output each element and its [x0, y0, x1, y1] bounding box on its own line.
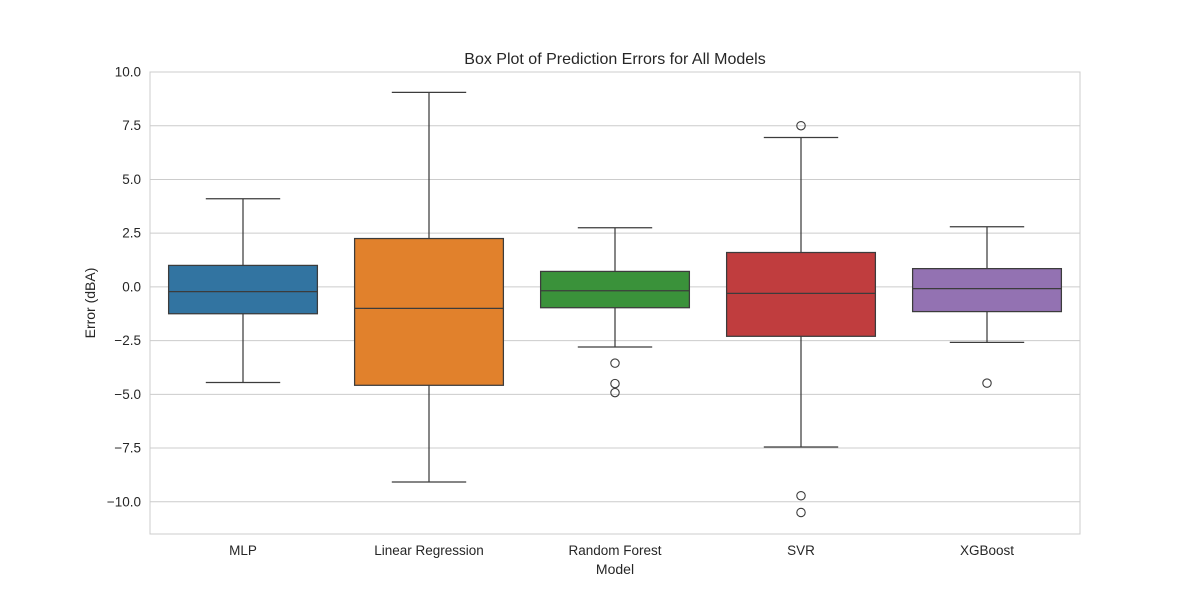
box-layer — [167, 91, 1063, 518]
box-group — [539, 227, 691, 398]
y-axis-label: Error (dBA) — [82, 268, 98, 339]
x-tick-labels: MLP Linear Regression Random Forest SVR XGBo… — [229, 543, 1014, 558]
x-tick-label: SVR — [787, 543, 815, 558]
x-tick-label: Random Forest — [568, 543, 661, 558]
outlier-point — [610, 378, 620, 389]
y-tick-label: 10.0 — [115, 65, 141, 80]
box-group — [353, 91, 505, 483]
outlier-point — [610, 358, 620, 368]
iqr-box — [539, 270, 691, 309]
y-tick-label: −2.5 — [114, 333, 141, 348]
y-tick-labels: 10.0 7.5 5.0 2.5 0.0 −2.5 −5.0 −7.5 −10.0 — [107, 65, 141, 510]
x-tick-label: Linear Regression — [374, 543, 484, 558]
box-group — [725, 120, 877, 518]
box-group — [167, 198, 319, 384]
x-tick-label: XGBoost — [960, 543, 1014, 558]
iqr-box — [911, 267, 1063, 313]
iqr-box — [167, 264, 319, 315]
y-tick-label: −5.0 — [114, 387, 141, 402]
y-tick-label: −7.5 — [114, 441, 141, 456]
outlier-point — [796, 491, 806, 501]
outlier-point — [796, 120, 806, 131]
x-tick-label: MLP — [229, 543, 257, 558]
iqr-box — [725, 251, 877, 337]
outlier-point — [796, 507, 806, 518]
y-tick-label: 0.0 — [122, 279, 141, 294]
outlier-point — [982, 378, 992, 388]
outlier-point — [610, 387, 620, 398]
iqr-box — [353, 237, 505, 386]
x-axis-label: Model — [596, 561, 634, 577]
y-tick-label: 5.0 — [122, 172, 141, 187]
y-tick-label: −10.0 — [107, 494, 141, 509]
y-tick-label: 7.5 — [122, 118, 141, 133]
plot-frame — [149, 71, 1081, 535]
box-group — [911, 226, 1063, 388]
chart-title: Box Plot of Prediction Errors for All Mo… — [464, 51, 765, 68]
y-tick-label: 2.5 — [122, 226, 141, 241]
